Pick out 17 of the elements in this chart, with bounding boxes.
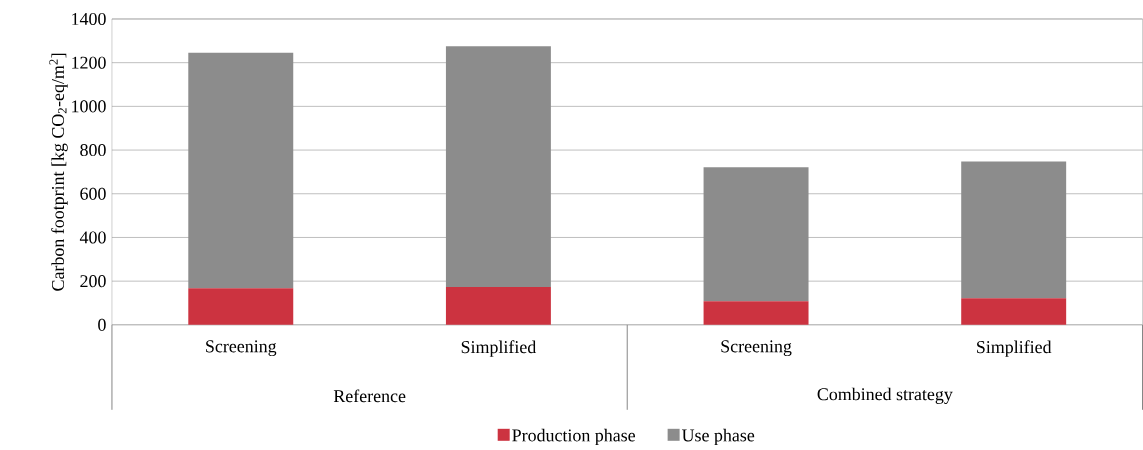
y-tick-label: 400 (79, 231, 106, 244)
x-tick-label: Simplified (977, 340, 1052, 357)
legend-label: Production phase (512, 428, 636, 446)
text: Reference (333, 389, 406, 403)
y-tick-label: 600 (80, 187, 106, 200)
x-tick-label: Screening (721, 340, 792, 357)
y-tick-label: 800 (80, 144, 106, 157)
y-tick-label: 1000 (72, 100, 106, 113)
y-tick-label: 1400 (72, 13, 106, 26)
y-tick-label: 0 (98, 318, 106, 331)
legend-label: Use phase (681, 428, 755, 446)
y-axis-title: Carbon footprint [kg CO$_{2}$-eq/m$^{2}$] (49, 53, 68, 291)
y-tick-label: 1200 (72, 56, 106, 69)
x-tick-label: Simplified (461, 340, 537, 357)
y-tick-label: 200 (80, 275, 106, 288)
text: Combined strategy (817, 387, 953, 405)
x-tick-label: Screening (206, 340, 277, 357)
